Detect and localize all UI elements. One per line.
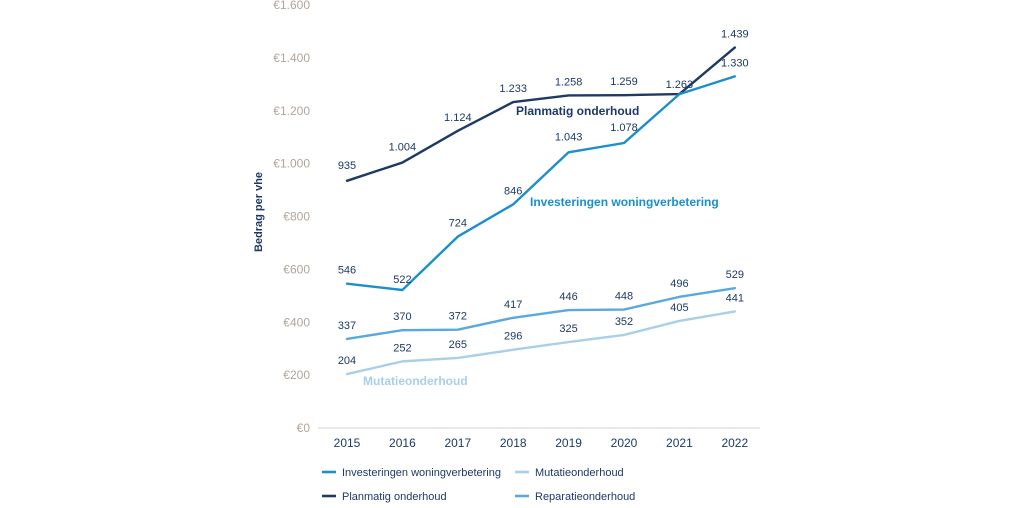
- series-line-2: [345, 286, 736, 341]
- inline-series-label: Investeringen woningverbetering: [530, 195, 719, 209]
- data-label: 441: [726, 292, 744, 304]
- y-tick-label: €600: [283, 262, 310, 276]
- data-label: 1.259: [610, 76, 638, 88]
- series-line-1: [345, 75, 736, 292]
- data-label: 1.233: [499, 83, 527, 95]
- data-label: 1.330: [721, 57, 749, 69]
- data-label: 265: [449, 339, 467, 351]
- y-tick-label: €1.400: [273, 51, 310, 65]
- data-label: 1.043: [555, 131, 583, 143]
- data-label: 1.078: [610, 122, 638, 134]
- data-label: 522: [393, 274, 411, 286]
- data-label: 724: [449, 218, 467, 230]
- data-label: 417: [504, 299, 522, 311]
- legend-label: Investeringen woningverbetering: [342, 467, 501, 479]
- data-label: 446: [559, 291, 577, 303]
- data-label: 1.124: [444, 112, 472, 124]
- data-label: 1.439: [721, 29, 749, 41]
- data-label: 325: [559, 323, 577, 335]
- data-label: 252: [393, 342, 411, 354]
- x-tick-label: 2022: [721, 436, 748, 450]
- y-tick-label: €1.000: [273, 157, 310, 171]
- y-tick-label: €0: [297, 421, 311, 435]
- x-tick-label: 2020: [611, 436, 638, 450]
- data-label: 370: [393, 311, 411, 323]
- y-tick-label: €1.600: [273, 0, 310, 12]
- y-tick-label: €400: [283, 315, 310, 329]
- x-tick-label: 2016: [389, 436, 416, 450]
- data-label: 935: [338, 160, 356, 172]
- data-label: 204: [338, 355, 356, 367]
- data-label: 296: [504, 331, 522, 343]
- y-axis-label: Bedrag per vhe: [253, 172, 265, 252]
- y-tick-label: €800: [283, 210, 310, 224]
- data-label: 546: [338, 265, 356, 277]
- legend-label: Planmatig onderhoud: [342, 491, 447, 503]
- x-tick-label: 2018: [500, 436, 527, 450]
- x-tick-label: 2017: [444, 436, 471, 450]
- x-tick-label: 2015: [334, 436, 361, 450]
- data-label: 1.004: [389, 142, 417, 154]
- data-label: 337: [338, 320, 356, 332]
- data-label: 372: [449, 311, 467, 323]
- data-label: 352: [615, 316, 633, 328]
- data-label: 496: [670, 278, 688, 290]
- inline-series-label: Mutatieonderhoud: [363, 374, 468, 388]
- inline-series-label: Planmatig onderhoud: [516, 104, 639, 118]
- data-label: 448: [615, 291, 633, 303]
- series-line-0: [345, 46, 736, 183]
- y-tick-label: €1.200: [273, 104, 310, 118]
- x-tick-label: 2019: [555, 436, 582, 450]
- data-label: 405: [670, 302, 688, 314]
- y-tick-label: €200: [283, 368, 310, 382]
- legend-label: Reparatieonderhoud: [535, 491, 635, 503]
- x-tick-label: 2021: [666, 436, 693, 450]
- data-label: 1.263: [666, 79, 694, 91]
- data-label: 846: [504, 185, 522, 197]
- series-line-3: [345, 310, 736, 376]
- data-label: 529: [726, 269, 744, 281]
- legend-label: Mutatieonderhoud: [535, 467, 624, 479]
- data-label: 1.258: [555, 76, 583, 88]
